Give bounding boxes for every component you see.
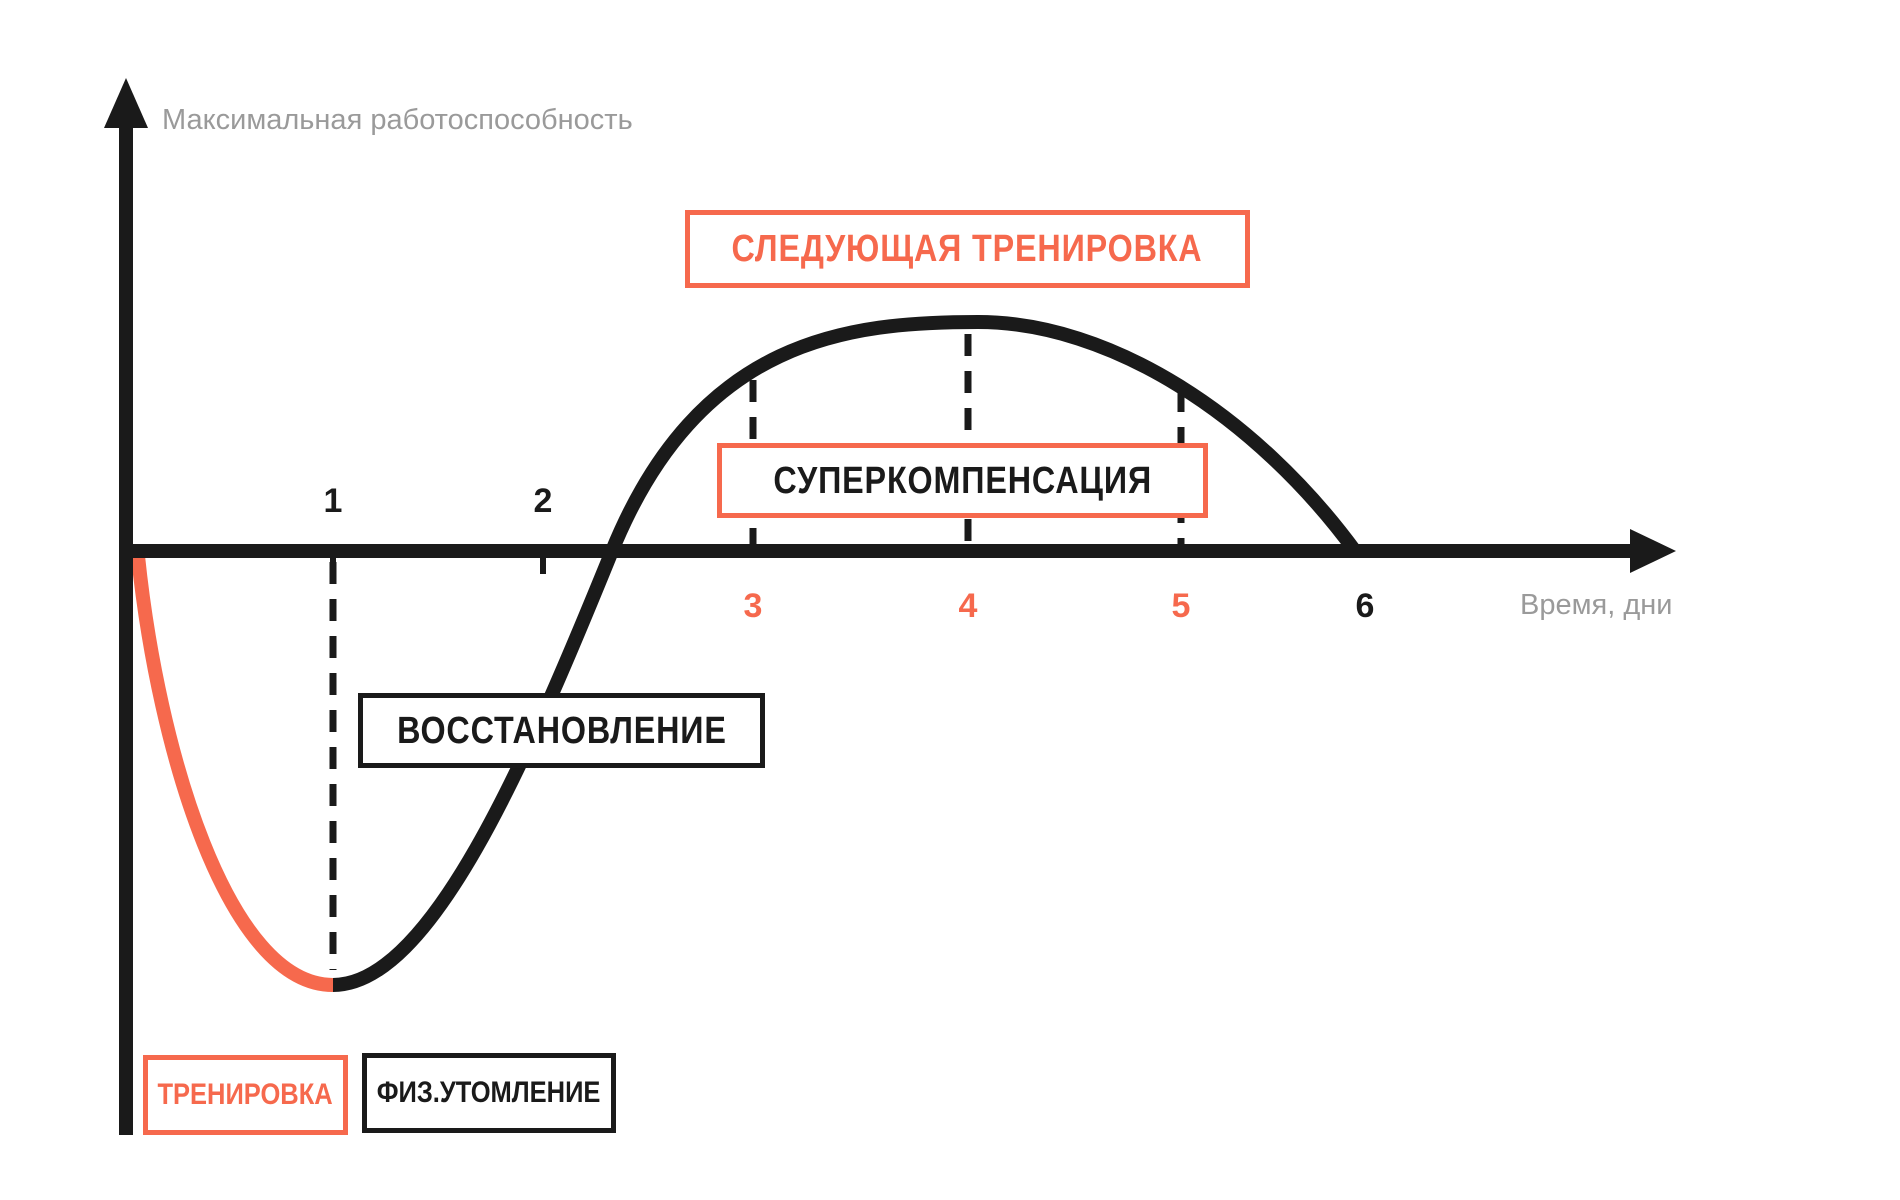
x-axis-arrowhead — [1630, 529, 1676, 573]
y-axis-line — [119, 118, 133, 1135]
training-label-box: ТРЕНИРОВКА — [143, 1055, 348, 1135]
x-axis-title: Время, дни — [1520, 589, 1673, 621]
next-training-label-box: СЛЕДУЮЩАЯ ТРЕНИРОВКА — [685, 210, 1250, 288]
tick-label-6: 6 — [1355, 587, 1375, 625]
physical-fatigue-label-text: ФИЗ.УТОМЛЕНИЕ — [377, 1076, 601, 1109]
recovery-label-box: ВОССТАНОВЛЕНИЕ — [358, 693, 765, 768]
tick-label-5: 5 — [1171, 587, 1191, 625]
training-label-text: ТРЕНИРОВКА — [157, 1078, 334, 1111]
next-training-label-text: СЛЕДУЮЩАЯ ТРЕНИРОВКА — [732, 228, 1203, 270]
tick-label-2: 2 — [533, 482, 553, 520]
physical-fatigue-label-box: ФИЗ.УТОМЛЕНИЕ — [362, 1053, 616, 1133]
x-axis-line — [119, 544, 1633, 558]
tick-label-1: 1 — [323, 482, 343, 520]
supercompensation-label-text: СУПЕРКОМПЕНСАЦИЯ — [773, 459, 1152, 502]
recovery-label-text: ВОССТАНОВЛЕНИЕ — [396, 709, 727, 752]
y-axis-arrowhead — [104, 78, 148, 128]
supercompensation-label-box: СУПЕРКОМПЕНСАЦИЯ — [717, 443, 1208, 518]
tick-label-3: 3 — [743, 587, 763, 625]
tick-label-4: 4 — [958, 587, 978, 625]
y-axis-title: Максимальная работоспособность — [162, 104, 633, 136]
curve-training-segment — [131, 555, 334, 992]
curve-recovery-supercompensation-segment — [332, 314, 1361, 992]
